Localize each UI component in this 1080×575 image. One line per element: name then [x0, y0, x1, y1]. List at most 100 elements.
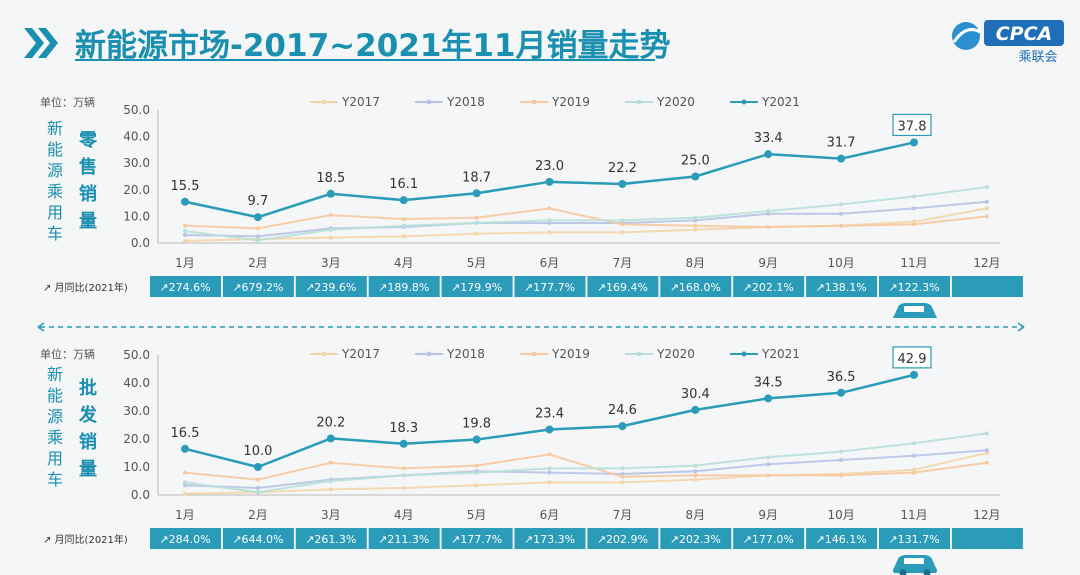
vertical-label-char: 能 — [47, 386, 63, 405]
y2021-point — [545, 177, 554, 186]
series-point — [693, 227, 698, 232]
series-label-char: 发 — [78, 404, 98, 426]
x-tick-label: 10月 — [827, 508, 854, 522]
x-tick-label: 7月 — [613, 256, 633, 270]
series-point — [693, 463, 698, 468]
data-label: 18.5 — [316, 171, 345, 186]
series-point — [693, 477, 698, 482]
yoy-cell — [951, 276, 1023, 297]
legend-marker — [426, 99, 432, 105]
data-label: 42.9 — [898, 352, 927, 367]
yoy-cell — [150, 528, 221, 549]
legend-label: Y2018 — [446, 347, 485, 361]
series-point — [693, 469, 698, 474]
series-point — [620, 480, 625, 485]
yoy-value: ↗202.1% — [743, 281, 794, 294]
legend-marker — [531, 99, 537, 105]
y2021-point — [399, 439, 408, 448]
data-label: 36.5 — [827, 370, 856, 385]
yoy-cell — [587, 276, 659, 297]
data-label: 19.8 — [462, 417, 491, 432]
x-tick-label: 2月 — [248, 508, 268, 522]
series-line — [184, 186, 988, 242]
series-point — [984, 185, 989, 190]
y2021-point — [181, 197, 189, 206]
series-point — [547, 466, 552, 471]
vertical-label-char: 新 — [47, 365, 63, 384]
y2021-point — [326, 434, 335, 443]
series-point — [839, 458, 844, 462]
y2021-point — [691, 172, 700, 181]
series-point — [255, 477, 260, 482]
legend-entry: Y2020 — [625, 347, 695, 361]
yoy-value: ↗239.6% — [305, 281, 356, 294]
data-label: 15.5 — [171, 179, 200, 194]
y-tick-label: 40.0 — [123, 130, 150, 144]
series-point — [620, 218, 625, 223]
car-wheel — [901, 317, 905, 318]
vertical-label-char: 能 — [47, 140, 63, 159]
series-point — [984, 199, 989, 204]
legend-entry: Y2020 — [625, 95, 695, 109]
series-point — [547, 452, 552, 457]
legend-marker — [636, 99, 642, 105]
yoy-cell — [806, 528, 878, 549]
yoy-cell — [660, 528, 732, 549]
x-tick-label: 8月 — [685, 256, 705, 270]
x-tick-label: 8月 — [685, 508, 705, 522]
yoy-cell — [150, 276, 221, 297]
series-point — [328, 235, 333, 240]
series-point — [984, 214, 989, 219]
legend-label: Y2019 — [551, 347, 590, 361]
series-point — [839, 449, 844, 454]
yoy-cell — [441, 276, 513, 297]
x-tick-label: 3月 — [321, 256, 341, 270]
legend-label: Y2017 — [341, 347, 380, 361]
legend-label: Y2020 — [656, 347, 695, 361]
series-point — [255, 234, 260, 239]
series-point — [183, 233, 187, 238]
y-tick-label: 10.0 — [123, 460, 150, 474]
y-tick-label: 30.0 — [123, 156, 150, 170]
legend-entry: Y2021 — [730, 95, 800, 109]
yoy-cell — [368, 528, 440, 549]
x-tick-label: 1月 — [175, 256, 195, 270]
yoy-value: ↗138.1% — [816, 281, 867, 294]
data-label: 24.6 — [608, 403, 637, 418]
yoy-value: ↗146.1% — [816, 533, 867, 546]
series-point — [183, 238, 187, 243]
yoy-cell — [806, 276, 878, 297]
series-point — [693, 215, 698, 220]
x-tick-label: 5月 — [467, 508, 487, 522]
data-label: 23.0 — [535, 159, 564, 174]
yoy-value: ↗202.9% — [597, 533, 648, 546]
series-point — [255, 490, 260, 495]
legend-marker — [321, 351, 327, 357]
series-point — [401, 486, 406, 490]
series-point — [183, 491, 187, 496]
series-point — [547, 480, 552, 485]
y-tick-label: 10.0 — [123, 209, 150, 223]
yoy-cell — [295, 276, 367, 297]
yoy-cell — [660, 276, 732, 297]
legend-label: Y2017 — [341, 95, 380, 109]
series-point — [328, 213, 333, 218]
series-label-char: 批 — [79, 377, 97, 399]
series-label-char: 量 — [79, 458, 97, 480]
legend-marker — [741, 99, 747, 105]
yoy-cell — [295, 528, 367, 549]
yoy-cell — [222, 276, 294, 297]
title-underline — [75, 59, 655, 61]
series-point — [401, 217, 406, 222]
data-label: 31.7 — [827, 136, 856, 151]
yoy-cell — [951, 528, 1023, 549]
legend-entry: Y2017 — [310, 347, 380, 361]
series-point — [547, 470, 552, 475]
series-point — [620, 222, 625, 227]
series-point — [401, 473, 406, 478]
legend-marker — [321, 99, 327, 105]
yoy-value: ↗261.3% — [305, 533, 356, 546]
legend-label: Y2018 — [446, 95, 485, 109]
series-point — [984, 431, 989, 436]
x-tick-label: 12月 — [973, 256, 1000, 270]
